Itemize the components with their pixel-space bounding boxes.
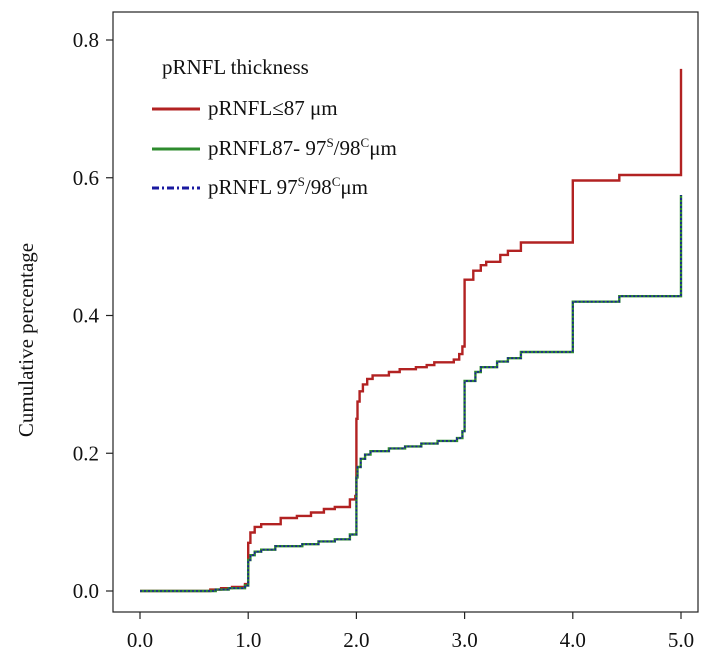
x-tick-label: 2.0	[343, 628, 369, 652]
legend-label-sup1: S	[326, 135, 333, 150]
plot-frame-group	[112, 11, 699, 613]
x-tick-label: 3.0	[451, 628, 477, 652]
legend-label-text: pRNFL 97	[208, 175, 298, 199]
legend-label-sup2: C	[361, 135, 370, 150]
x-tick-label: 5.0	[668, 628, 694, 652]
y-tick-label: 0.8	[73, 28, 99, 52]
legend-label-mid: /98	[334, 136, 361, 160]
legend-label-0: pRNFL≤87 μm	[208, 96, 338, 120]
y-tick-label: 0.4	[73, 304, 100, 328]
plot-frame	[112, 11, 699, 613]
x-tick-label: 0.0	[127, 628, 153, 652]
legend-label-text: pRNFL87- 97	[208, 136, 326, 160]
legend-label-mid: /98	[305, 175, 332, 199]
y-tick-label: 0.6	[73, 166, 99, 190]
legend-label-tail: μm	[340, 175, 368, 199]
series-line-2	[140, 195, 682, 592]
series-group	[140, 68, 683, 593]
x-tick-label: 4.0	[560, 628, 586, 652]
y-tick-label: 0.0	[73, 579, 99, 603]
y-tick-label: 0.2	[73, 441, 99, 465]
axes-group: 0.0 0.2 0.4 0.6 0.8 0.0 1.0 2.0 3.0 4.0 5.0	[73, 28, 694, 652]
legend-label-tail: μm	[369, 136, 397, 160]
series-line-0	[140, 68, 683, 593]
legend-label-text: pRNFL≤87 μm	[208, 96, 338, 120]
legend-label-sup1: S	[298, 174, 305, 189]
legend-label-2: pRNFL 97S/98Cμm	[208, 174, 368, 199]
series-line-1	[140, 195, 683, 593]
legend-label-1: pRNFL87- 97S/98Cμm	[208, 135, 397, 160]
legend-title: pRNFL thickness	[162, 55, 309, 79]
y-axis-title: Cumulative percentage	[14, 243, 38, 437]
x-tick-label: 1.0	[235, 628, 261, 652]
legend-label-sup2: C	[332, 174, 341, 189]
